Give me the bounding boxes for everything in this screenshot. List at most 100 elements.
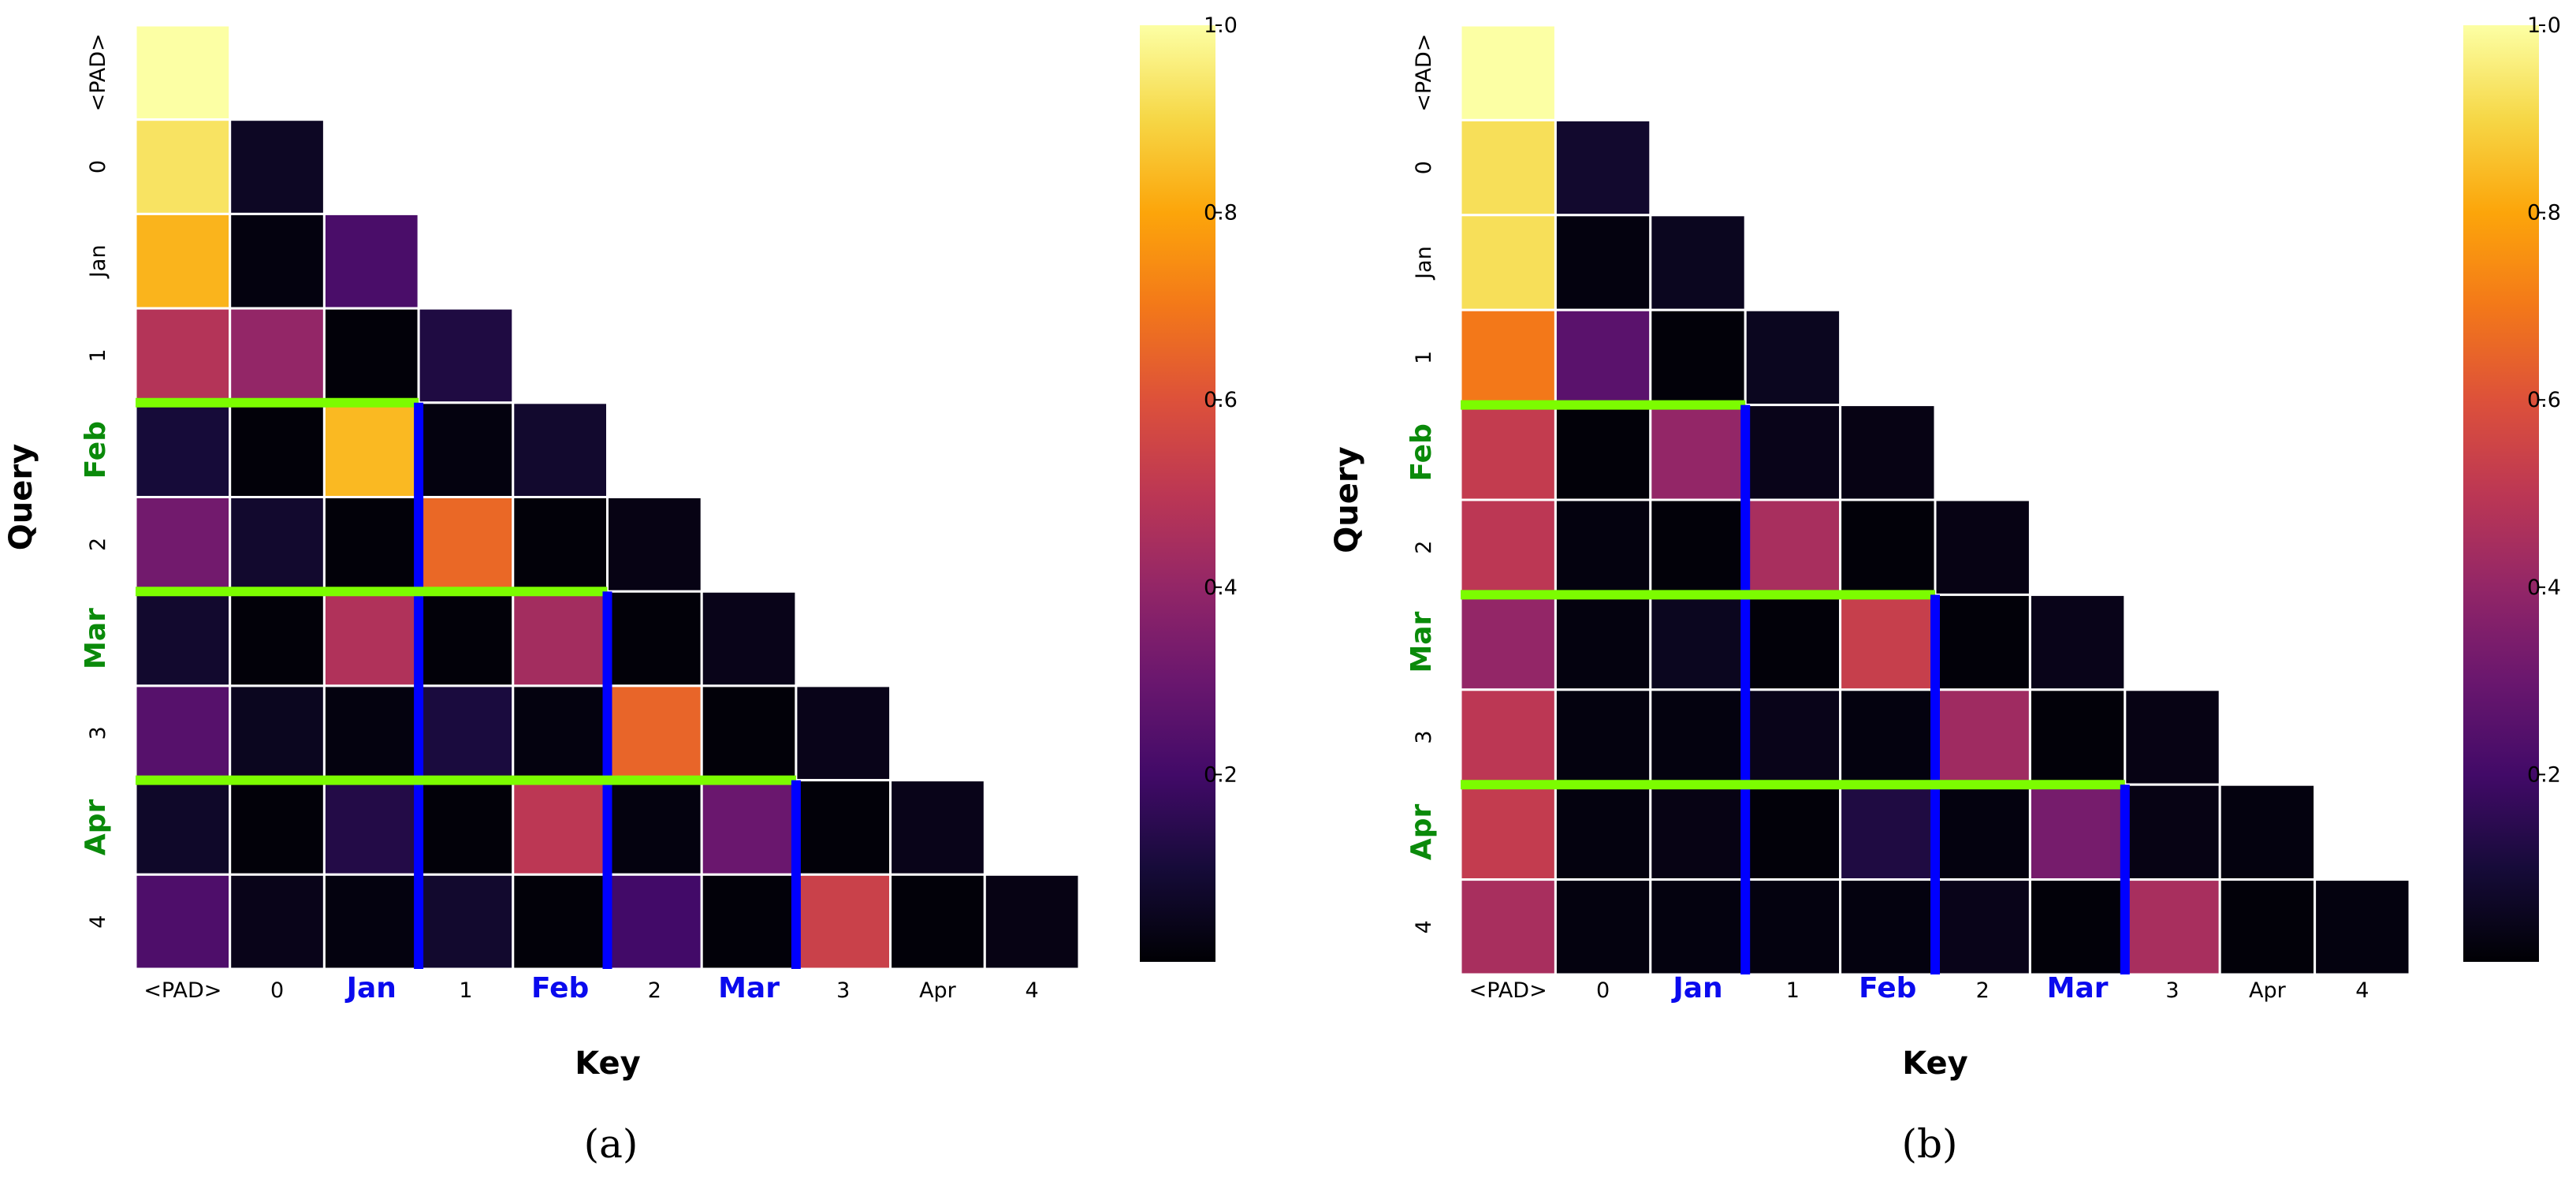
heatmap-cell-b-r3-c3 (1744, 308, 1842, 407)
panel-caption-a: (a) (584, 1121, 638, 1167)
heatmap-cell-a-r1-c0 (134, 118, 232, 215)
heatmap-cell-a-r4-c0 (134, 401, 232, 498)
y-tick-label-a-5: 2 (86, 538, 110, 551)
heatmap-cell-b-r6-c5 (1934, 593, 2031, 691)
heatmap-cell-b-r1-c1 (1554, 118, 1652, 217)
y-tick-label-b-7: 3 (1412, 730, 1436, 743)
heatmap-cell-b-r8-c0 (1459, 783, 1557, 881)
heatmap-cell-a-r6-c5 (606, 590, 703, 687)
heatmap-cell-b-r4-c3 (1744, 404, 1842, 501)
x-tick-label-a-7: 3 (836, 978, 850, 1003)
heatmap-cell-b-r4-c2 (1649, 404, 1747, 501)
heatmap-cell-a-r8-c0 (134, 779, 232, 876)
y-tick-label-a-1: 0 (86, 160, 110, 173)
heatmap-cell-b-r1-c0 (1459, 118, 1557, 217)
heatmap-cell-b-r9-c6 (2028, 878, 2127, 976)
heatmap-cell-b-r9-c3 (1744, 878, 1842, 976)
heatmap-cell-a-r6-c1 (229, 590, 326, 687)
heatmap-cell-b-r7-c3 (1744, 688, 1842, 786)
x-tick-label-b-6: Mar (2047, 972, 2109, 1004)
heatmap-cell-a-r8-c3 (417, 779, 515, 876)
heatmap-cell-b-r0-c0 (1459, 24, 1557, 121)
heatmap-cell-a-r8-c2 (322, 779, 420, 876)
y-tick-label-a-3: 1 (86, 348, 110, 362)
heatmap-cell-b-r5-c1 (1554, 498, 1652, 596)
y-tick-label-a-2: Jan (86, 244, 110, 279)
y-tick-label-b-6: Mar (1405, 611, 1438, 673)
heatmap-cell-a-r6-c0 (134, 590, 232, 687)
heatmap-cell-b-r8-c2 (1649, 783, 1747, 881)
heatmap-cell-b-r5-c5 (1934, 498, 2031, 596)
y-tick-label-b-9: 4 (1412, 920, 1436, 933)
heatmap-cell-a-r8-c5 (606, 779, 703, 876)
heatmap-cell-b-r6-c0 (1459, 593, 1557, 691)
heatmap-cell-a-r7-c2 (322, 684, 420, 782)
colorbar-tick-label-a-3: 0.8 (1204, 201, 1238, 225)
heatmap-cell-b-r8-c8 (2218, 783, 2317, 881)
x-tick-label-b-4: Feb (1859, 972, 1916, 1004)
colorbar-tick-label-b-3: 0.8 (2527, 201, 2561, 225)
heatmap-cell-a-r3-c3 (417, 307, 515, 404)
heatmap-cell-a-r2-c2 (322, 212, 420, 310)
heatmap-cell-a-r4-c4 (512, 401, 609, 498)
heatmap-cell-a-r9-c3 (417, 873, 515, 971)
heatmap-cell-a-r2-c1 (229, 212, 326, 310)
heatmap-cell-b-r5-c4 (1839, 498, 1937, 596)
colorbar-tick-label-b-2: 0.6 (2527, 388, 2561, 412)
colorbar-tick-label-b-0: 0.2 (2527, 762, 2561, 787)
heatmap-cell-b-r9-c8 (2218, 878, 2317, 976)
x-tick-label-b-3: 1 (1786, 978, 1800, 1003)
heatmap-cell-a-r7-c4 (512, 684, 609, 782)
x-tick-label-b-2: Jan (1670, 972, 1722, 1004)
heatmap-cell-b-r5-c3 (1744, 498, 1842, 596)
heatmap-cell-b-r8-c1 (1554, 783, 1652, 881)
heatmap-cell-b-r3-c0 (1459, 308, 1557, 407)
x-tick-label-b-5: 2 (1976, 978, 1990, 1003)
panel-caption-b: (b) (1901, 1121, 1957, 1167)
colorbar-tick-label-a-2: 0.6 (1204, 388, 1238, 412)
heatmap-cell-a-r7-c5 (606, 684, 703, 782)
heatmap-cell-b-r9-c5 (1934, 878, 2031, 976)
heatmap-cell-b-r5-c2 (1649, 498, 1747, 596)
heatmap-cell-a-r9-c5 (606, 873, 703, 971)
x-tick-label-b-1: 0 (1596, 978, 1610, 1003)
heatmap-cell-a-r6-c6 (700, 590, 798, 687)
heatmap-cell-a-r4-c2 (322, 401, 420, 498)
heatmap-cell-a-r8-c1 (229, 779, 326, 876)
heatmap-cell-a-r6-c3 (417, 590, 515, 687)
heatmap-cell-a-r7-c3 (417, 684, 515, 782)
y-tick-label-a-4: Feb (80, 421, 112, 479)
x-tick-label-b-7: 3 (2165, 978, 2179, 1003)
heatmap-cell-a-r7-c6 (700, 684, 798, 782)
heatmap-cell-a-r6-c4 (512, 590, 609, 687)
x-tick-label-a-2: Jan (344, 972, 396, 1004)
x-tick-label-a-9: 4 (1026, 978, 1039, 1003)
y-tick-label-a-0: <PAD> (86, 33, 110, 111)
y-tick-label-b-5: 2 (1412, 541, 1436, 554)
heatmap-cell-a-r8-c4 (512, 779, 609, 876)
colorbar-b (2463, 25, 2539, 962)
heatmap-cell-b-r9-c0 (1459, 878, 1557, 976)
heatmap-cell-b-r8-c5 (1934, 783, 2031, 881)
heatmap-cell-b-r4-c4 (1839, 404, 1937, 501)
y-tick-label-a-8: Apr (80, 799, 112, 856)
y-tick-label-b-3: 1 (1412, 351, 1436, 364)
heatmap-cell-a-r9-c7 (795, 873, 892, 971)
y-axis-label-b: Query (1329, 446, 1365, 553)
heatmap-cell-b-r4-c0 (1459, 404, 1557, 501)
y-tick-label-a-9: 4 (86, 915, 110, 929)
heatmap-cell-b-r7-c4 (1839, 688, 1937, 786)
colorbar-tick-label-a-1: 0.4 (1204, 576, 1238, 600)
colorbar-a (1140, 25, 1215, 962)
heatmap-cell-a-r5-c0 (134, 496, 232, 593)
heatmap-cell-b-r7-c6 (2028, 688, 2127, 786)
x-tick-label-a-5: 2 (648, 978, 661, 1003)
heatmap-cell-b-r6-c1 (1554, 593, 1652, 691)
heatmap-cell-a-r9-c2 (322, 873, 420, 971)
heatmap-cell-a-r9-c1 (229, 873, 326, 971)
y-tick-label-a-6: Mar (80, 608, 112, 669)
colorbar-tick-label-a-4: 1.0 (1204, 13, 1238, 38)
heatmap-cell-b-r6-c3 (1744, 593, 1842, 691)
heatmap-cell-b-r2-c0 (1459, 214, 1557, 311)
